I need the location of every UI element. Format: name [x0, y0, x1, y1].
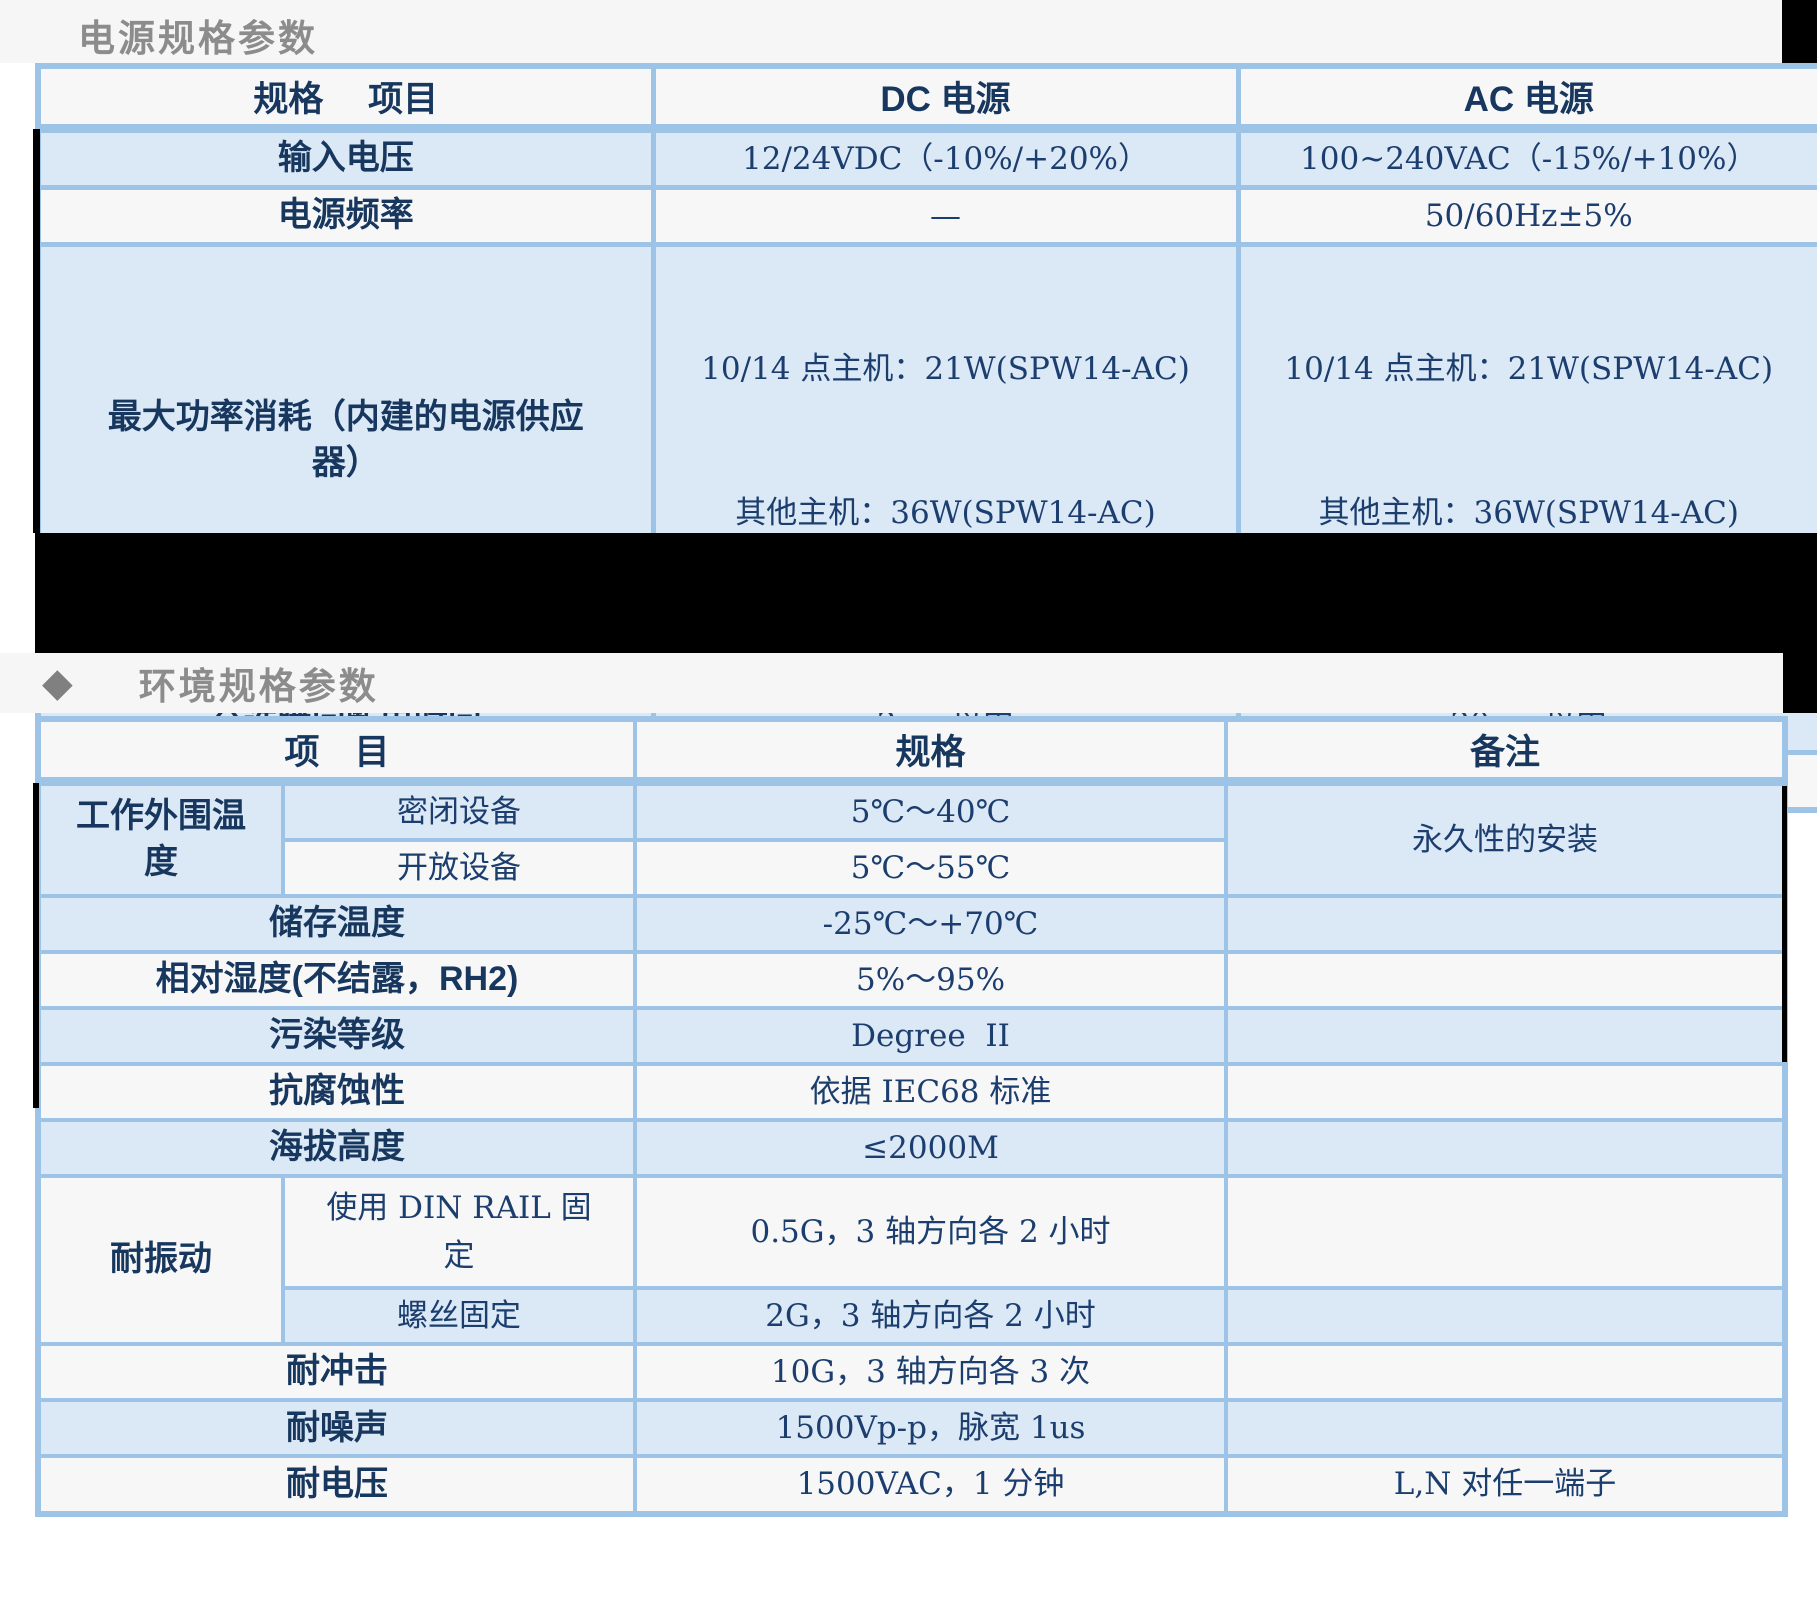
- black-left-line-env-table: [33, 783, 39, 1108]
- corrosion-label: 抗腐蚀性: [35, 1062, 638, 1123]
- max-power-dc-line1: 10/14 点主机：21W(SPW14-AC): [701, 351, 1190, 388]
- operating-temp-open-label: 开放设备: [280, 838, 638, 899]
- noise-label: 耐噪声: [35, 1398, 638, 1459]
- operating-temp-label: 工作外围温度: [36, 779, 285, 899]
- max-power-ac-line1: 10/14 点主机：21W(SPW14-AC): [1284, 351, 1774, 388]
- altitude-note: [1224, 1118, 1788, 1179]
- row-corrosion: 抗腐蚀性 依据 IEC68 标准: [35, 1062, 1788, 1123]
- humidity-label: 相对湿度(不结露，RH2): [35, 950, 638, 1011]
- operating-temp-closed-label: 密闭设备: [280, 779, 638, 843]
- row-withstand-voltage: 耐电压 1500VAC，1 分钟 L,N 对任一端子: [35, 1454, 1788, 1516]
- vibration-screw-spec: 2G，3 轴方向各 2 小时: [633, 1286, 1229, 1347]
- row-vibration-screw: 螺丝固定 2G，3 轴方向各 2 小时: [38, 1286, 1788, 1347]
- humidity-spec: 5%～95%: [633, 950, 1229, 1011]
- vibration-din-label: 使用 DIN RAIL 固定: [280, 1174, 638, 1291]
- row-input-voltage: 输入电压 12/24VDC（-10%/+20%） 100~240VAC（-15%…: [35, 125, 1817, 191]
- humidity-note: [1224, 950, 1788, 1011]
- storage-temp-label: 储存温度: [35, 894, 638, 955]
- pollution-label: 污染等级: [35, 1006, 638, 1067]
- pollution-spec: Degree II: [633, 1006, 1229, 1067]
- power-section-title: 电源规格参数: [78, 17, 318, 59]
- power-header-row: 规格 项目 DC 电源 AC 电源: [35, 63, 1817, 133]
- row-operating-temp-open: 开放设备 5℃～55℃: [38, 838, 1785, 899]
- env-header-item: 项 目: [35, 717, 638, 786]
- altitude-spec: ≤2000M: [633, 1118, 1229, 1179]
- vibration-screw-note: [1224, 1286, 1788, 1347]
- diamond-bullet-icon: ◆: [42, 661, 73, 705]
- row-noise: 耐噪声 1500Vp-p，脉宽 1us: [35, 1398, 1788, 1459]
- input-voltage-label: 输入电压: [35, 125, 656, 191]
- row-operating-temp-closed: 工作外围温度 密闭设备 5℃～40℃ 永久性的安装: [36, 779, 1788, 899]
- power-title-band: 电源规格参数: [0, 0, 1782, 63]
- shock-note: [1224, 1342, 1788, 1403]
- storage-temp-note: [1224, 894, 1788, 955]
- row-vibration-din: 耐振动 使用 DIN RAIL 固定 0.5G，3 轴方向各 2 小时: [36, 1174, 1788, 1347]
- frequency-ac: 50/60Hz±5%: [1235, 185, 1817, 248]
- vibration-screw-label: 螺丝固定: [280, 1286, 638, 1347]
- black-block-top-right: [1782, 0, 1817, 63]
- black-right-line-env-table: [1782, 786, 1787, 1062]
- input-voltage-ac: 100~240VAC（-15%/+10%）: [1235, 125, 1817, 191]
- row-shock: 耐冲击 10G，3 轴方向各 3 次: [35, 1342, 1788, 1403]
- frequency-label: 电源频率: [35, 185, 656, 248]
- operating-temp-open-spec: 5℃～55℃: [633, 838, 1229, 899]
- storage-temp-spec: -25℃～+70℃: [633, 894, 1229, 955]
- max-power-ac-line2: 其他主机：36W(SPW14-AC): [1318, 495, 1739, 532]
- input-voltage-dc: 12/24VDC（-10%/+20%）: [650, 125, 1241, 191]
- vibration-label: 耐振动: [36, 1174, 285, 1347]
- altitude-label: 海拔高度: [35, 1118, 638, 1179]
- withstand-voltage-spec: 1500VAC，1 分钟: [633, 1454, 1229, 1516]
- env-title-band: ◆ 环境规格参数: [0, 653, 1783, 713]
- shock-label: 耐冲击: [35, 1342, 638, 1403]
- withstand-voltage-note: L,N 对任一端子: [1224, 1454, 1788, 1516]
- row-frequency: 电源频率 — 50/60Hz±5%: [35, 185, 1817, 248]
- row-humidity: 相对湿度(不结露，RH2) 5%～95%: [35, 950, 1788, 1011]
- corrosion-note: [1224, 1062, 1788, 1123]
- pollution-note: [1224, 1006, 1788, 1067]
- shock-spec: 10G，3 轴方向各 3 次: [633, 1342, 1229, 1403]
- operating-temp-note: 永久性的安装: [1224, 779, 1788, 899]
- corrosion-spec: 依据 IEC68 标准: [633, 1062, 1229, 1123]
- power-header-ac: AC 电源: [1235, 63, 1817, 133]
- max-power-dc-line2: 其他主机：36W(SPW14-AC): [735, 495, 1156, 532]
- row-storage-temp: 储存温度 -25℃～+70℃: [35, 894, 1788, 955]
- noise-note: [1224, 1398, 1788, 1459]
- frequency-dc: —: [650, 185, 1241, 248]
- env-header-row: 项 目 规格 备注: [35, 717, 1788, 786]
- black-block-mid-right: [1783, 653, 1817, 713]
- env-header-note: 备注: [1224, 717, 1788, 786]
- power-header-dc: DC 电源: [650, 63, 1241, 133]
- operating-temp-closed-spec: 5℃～40℃: [633, 779, 1229, 843]
- vibration-din-note: [1224, 1174, 1788, 1291]
- env-section-title: 环境规格参数: [138, 666, 379, 707]
- black-left-line-power-table: [33, 129, 40, 533]
- env-spec-table: 项 目 规格 备注 工作外围温度 密闭设备 5℃～40℃ 永久性的安装 开放设备…: [35, 716, 1789, 1517]
- row-pollution: 污染等级 Degree II: [35, 1006, 1788, 1067]
- row-altitude: 海拔高度 ≤2000M: [35, 1118, 1788, 1179]
- withstand-voltage-label: 耐电压: [35, 1454, 638, 1516]
- noise-spec: 1500Vp-p，脉宽 1us: [633, 1398, 1229, 1459]
- power-header-item: 规格 项目: [35, 63, 656, 133]
- vibration-din-spec: 0.5G，3 轴方向各 2 小时: [633, 1174, 1229, 1291]
- black-redaction-bar: [35, 533, 1817, 653]
- env-header-spec: 规格: [633, 717, 1229, 786]
